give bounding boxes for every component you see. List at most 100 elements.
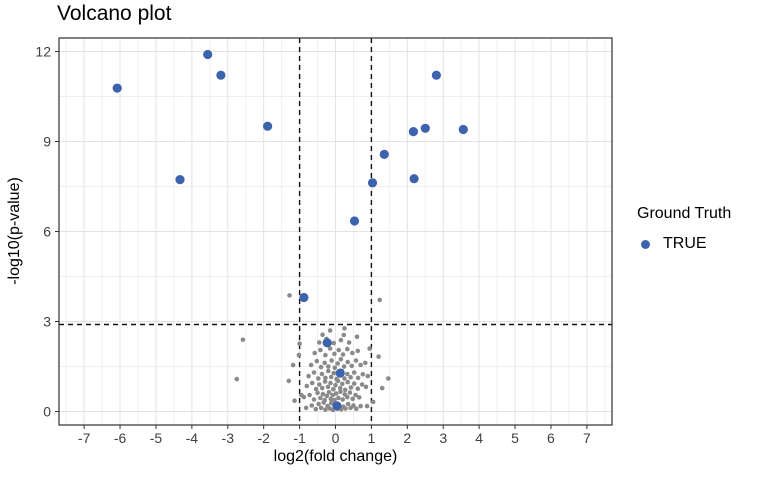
data-point-other <box>331 387 336 392</box>
data-point-other <box>317 382 322 387</box>
data-point-other <box>336 395 341 401</box>
x-tick-label: 1 <box>368 430 376 446</box>
data-point-true <box>203 49 213 60</box>
data-point-true <box>349 216 360 226</box>
chart-title: Volcano plot <box>57 2 172 25</box>
data-point-other <box>323 352 328 358</box>
data-point-other <box>240 337 246 343</box>
data-point-other <box>351 370 357 375</box>
data-point-other <box>322 397 328 403</box>
data-point-other <box>319 371 325 377</box>
data-point-other <box>345 394 350 400</box>
data-point-other <box>386 376 391 381</box>
data-point-true <box>263 121 273 131</box>
data-point-other <box>318 395 323 401</box>
data-point-other <box>342 326 347 331</box>
data-point-other <box>351 381 357 386</box>
data-point-true <box>408 127 418 137</box>
y-tick-label: 9 <box>43 134 51 150</box>
data-point-true <box>299 292 309 303</box>
data-point-other <box>355 375 361 381</box>
data-point-other <box>318 364 324 370</box>
data-point-other <box>322 379 328 384</box>
data-point-other <box>340 352 346 357</box>
data-point-other <box>345 346 350 352</box>
data-point-other <box>348 385 354 390</box>
data-point-other <box>334 376 339 382</box>
x-tick-label: -1 <box>293 430 306 446</box>
x-tick-label: -2 <box>257 430 270 446</box>
data-point-other <box>317 340 322 345</box>
data-point-other <box>358 403 363 409</box>
data-point-true <box>332 401 342 411</box>
data-point-true <box>322 338 332 348</box>
data-point-true <box>409 174 419 184</box>
data-point-other <box>376 354 381 359</box>
data-point-true <box>379 149 389 159</box>
data-point-other <box>354 334 360 340</box>
data-point-other <box>330 392 335 398</box>
legend: Ground Truth TRUE <box>637 205 731 253</box>
data-point-other <box>312 350 318 356</box>
y-tick-label: 3 <box>43 314 51 330</box>
data-point-other <box>379 385 385 391</box>
data-point-other <box>342 387 348 393</box>
data-point-other <box>314 358 320 364</box>
x-tick-label: 6 <box>547 430 555 446</box>
data-point-other <box>348 375 353 380</box>
data-point-other <box>337 385 343 391</box>
x-tick-label: 7 <box>583 430 591 446</box>
data-point-other <box>338 357 344 362</box>
data-point-other <box>287 293 292 298</box>
x-tick-label: 3 <box>439 430 447 446</box>
data-point-other <box>309 380 315 386</box>
data-point-other <box>318 347 323 353</box>
data-point-other <box>332 351 337 357</box>
data-point-other <box>345 359 351 365</box>
data-point-other <box>350 396 356 402</box>
data-point-other <box>351 403 356 408</box>
data-point-other <box>341 332 347 338</box>
data-point-other <box>307 392 312 398</box>
data-point-other <box>347 390 353 395</box>
data-point-other <box>326 368 331 374</box>
data-point-other <box>328 374 334 380</box>
data-point-other <box>333 382 338 388</box>
data-point-other <box>356 395 362 400</box>
data-point-other <box>326 364 331 369</box>
data-point-other <box>306 373 311 379</box>
data-point-other <box>320 391 326 397</box>
data-point-other <box>341 364 347 369</box>
data-point-other <box>360 372 366 377</box>
x-tick-label: -6 <box>114 430 127 446</box>
data-point-other <box>304 383 310 389</box>
data-point-true <box>458 124 468 135</box>
data-point-other <box>353 392 358 398</box>
data-point-other <box>327 346 333 351</box>
data-point-other <box>345 371 350 377</box>
data-point-other <box>349 363 355 369</box>
data-point-other <box>345 401 351 407</box>
data-point-other <box>350 350 355 356</box>
data-point-other <box>329 358 334 363</box>
data-point-other <box>364 403 370 409</box>
x-tick-label: 2 <box>403 430 411 446</box>
data-point-other <box>324 393 330 399</box>
data-point-other <box>335 361 341 366</box>
data-point-other <box>325 384 331 390</box>
data-point-other <box>326 390 332 395</box>
data-point-other <box>322 360 328 366</box>
data-point-other <box>332 397 337 403</box>
data-point-other <box>332 365 338 371</box>
data-point-true <box>420 123 430 133</box>
data-point-other <box>363 384 369 390</box>
data-point-other <box>355 386 361 392</box>
data-point-other <box>316 376 321 381</box>
legend-label-true: TRUE <box>663 235 707 252</box>
legend-title: Ground Truth <box>637 205 732 222</box>
data-point-other <box>328 400 334 406</box>
data-point-other <box>340 381 345 387</box>
data-point-other <box>359 382 365 387</box>
data-point-true <box>175 175 185 185</box>
